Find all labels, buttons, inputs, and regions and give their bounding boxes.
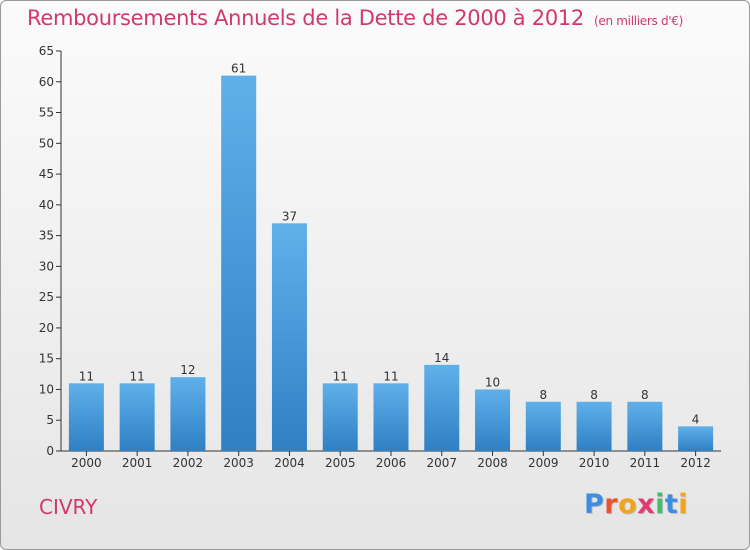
x-tick-label: 2001	[122, 456, 153, 470]
bar	[373, 383, 409, 451]
x-tick-label: 2008	[477, 456, 508, 470]
y-tick-label: 65	[39, 44, 54, 58]
x-tick-label: 2012	[680, 456, 711, 470]
logo-letter: o	[618, 489, 638, 520]
bar	[525, 401, 561, 451]
y-tick-label: 30	[39, 259, 54, 273]
bar-value-label: 4	[692, 412, 700, 426]
y-tick-label: 15	[39, 352, 54, 366]
bar-value-label: 14	[434, 351, 449, 365]
bar	[271, 223, 307, 451]
y-tick-label: 10	[39, 382, 54, 396]
x-tick-label: 2010	[579, 456, 610, 470]
bar	[221, 75, 257, 451]
x-tick-label: 2002	[173, 456, 204, 470]
chart-title: Remboursements Annuels de la Dette de 20…	[27, 6, 683, 30]
y-tick-label: 60	[39, 75, 54, 89]
bar	[475, 389, 511, 451]
bar	[576, 401, 612, 451]
bar	[627, 401, 663, 451]
proxiti-logo: Proxiti	[584, 489, 688, 520]
bar	[424, 364, 460, 451]
bar-value-label: 11	[79, 369, 94, 383]
bar-value-label: 11	[383, 369, 398, 383]
logo-letter: x	[637, 489, 656, 520]
bar-value-label: 11	[333, 369, 348, 383]
logo-letter: i	[655, 489, 665, 520]
logo-letter: P	[584, 489, 605, 520]
x-tick-label: 2007	[426, 456, 457, 470]
x-tick-label: 2006	[376, 456, 407, 470]
bar	[119, 383, 155, 451]
y-tick-label: 20	[39, 321, 54, 335]
logo-letter: r	[604, 489, 619, 520]
x-tick-label: 2009	[528, 456, 559, 470]
logo-letter: i	[678, 489, 689, 520]
bar-chart: 0 5 10 15 20 25 30 35 40 45 50 55 60 65 11 2000 11 2001 12…	[39, 44, 721, 470]
bar-value-label: 37	[282, 209, 297, 223]
y-tick-label: 40	[39, 198, 54, 212]
y-tick-label: 35	[39, 229, 54, 243]
bar	[678, 426, 714, 451]
bar	[68, 383, 104, 451]
y-tick-label: 45	[39, 167, 54, 181]
chart-subtitle: (en milliers d'€)	[594, 14, 684, 28]
y-tick-label: 5	[46, 413, 54, 427]
bar-value-label: 10	[485, 375, 500, 389]
y-tick-label: 25	[39, 290, 54, 304]
bar-value-label: 8	[539, 388, 547, 402]
y-tick-label: 50	[39, 136, 54, 150]
chart-title-text: Remboursements Annuels de la Dette de 20…	[27, 6, 584, 30]
bar	[322, 383, 358, 451]
bar-value-label: 61	[231, 62, 246, 76]
bar-value-label: 8	[641, 388, 649, 402]
y-tick-label: 0	[46, 444, 54, 458]
bar-value-label: 12	[180, 363, 195, 377]
x-tick-label: 2011	[630, 456, 661, 470]
y-tick-label: 55	[39, 106, 54, 120]
x-tick-label: 2004	[274, 456, 305, 470]
commune-name: CIVRY	[39, 495, 98, 519]
logo-letter: t	[664, 489, 679, 520]
bar-value-label: 8	[590, 388, 598, 402]
x-tick-label: 2003	[223, 456, 254, 470]
bar	[170, 377, 206, 451]
x-tick-label: 2000	[71, 456, 102, 470]
bar-value-label: 11	[130, 369, 145, 383]
x-tick-label: 2005	[325, 456, 356, 470]
